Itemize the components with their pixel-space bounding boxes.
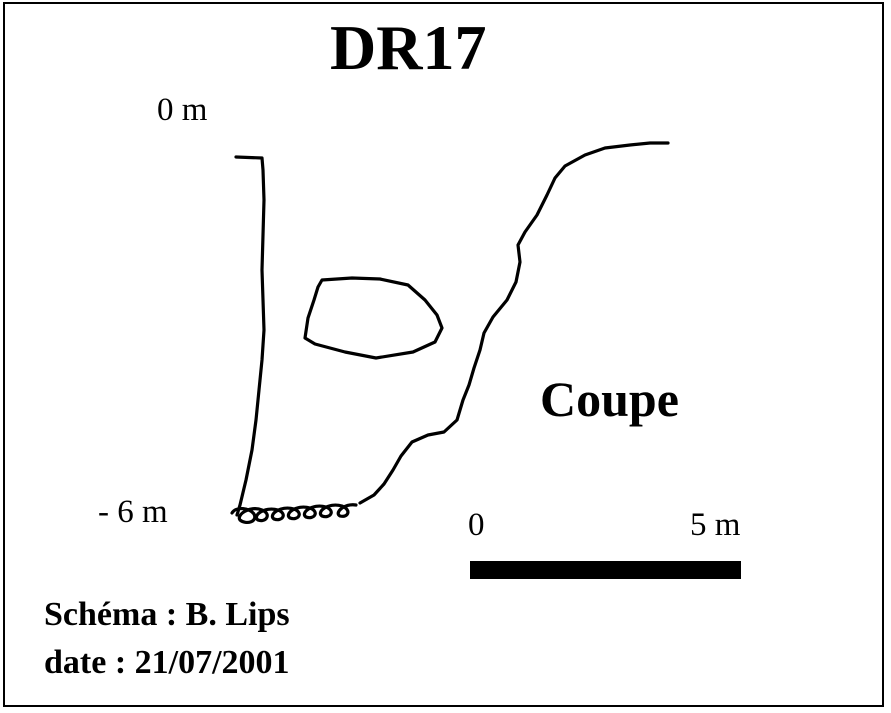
depth-label-bottom: - 6 m: [98, 494, 168, 530]
scale-start-label: 0: [468, 507, 485, 543]
scale-end-label: 5 m: [690, 507, 741, 543]
right-wall-line: [358, 141, 670, 505]
credit-date-label: date :: [44, 644, 135, 681]
suspended-block-outline: [303, 276, 444, 360]
figure-frame: [3, 2, 884, 707]
credit-author-line: Schéma : B. Lips: [44, 598, 290, 632]
credit-author-name: B. Lips: [185, 596, 290, 633]
scale-bar: [470, 561, 741, 579]
credit-date-line: date : 21/07/2001: [44, 646, 290, 680]
cave-title: DR17: [330, 12, 487, 83]
cave-floor-rubble: [230, 503, 358, 525]
section-type-label: Coupe: [540, 371, 679, 427]
credit-author-label: Schéma :: [44, 596, 186, 633]
depth-label-top: 0 m: [157, 92, 208, 128]
credit-date-value: 21/07/2001: [134, 644, 290, 681]
left-wall-line: [234, 155, 266, 517]
